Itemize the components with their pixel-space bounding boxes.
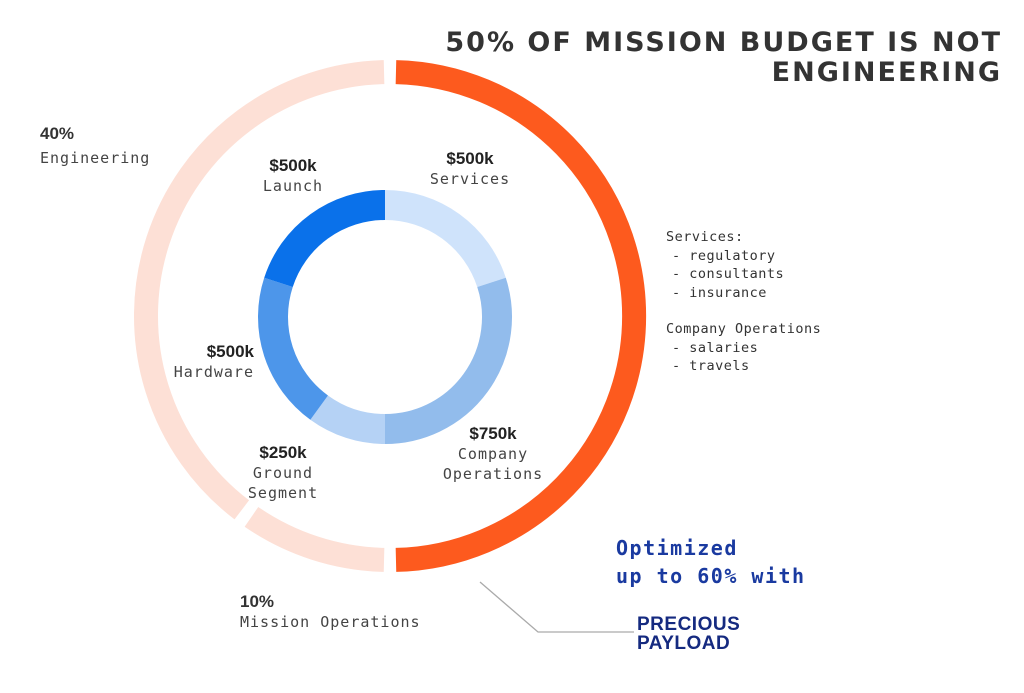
engineering-percent: 40% — [40, 124, 75, 143]
company-note-item: - travels — [672, 358, 750, 374]
services-name: Services — [429, 170, 511, 188]
company-operations-value: $750k — [469, 424, 517, 443]
company-notes-heading: Company Operations — [666, 321, 822, 337]
services-value: $500k — [446, 149, 494, 168]
ground-segment-value: $250k — [259, 443, 307, 462]
ground-segment-label: $250k Ground Segment — [240, 443, 326, 503]
promo-connector-line — [479, 581, 634, 633]
company-operations-label: $750k Company Operations — [438, 424, 548, 484]
promo-line-2: up to 60% with — [616, 564, 806, 588]
launch-label: $500k Launch — [250, 156, 336, 196]
company-note-item: - salaries — [672, 339, 759, 356]
engineering-label: 40% Engineering — [40, 124, 150, 168]
company-operations-name-2: Operations — [442, 465, 544, 483]
hardware-value: $500k — [206, 342, 254, 361]
inner-slice-ground-segment — [310, 395, 386, 444]
launch-value: $500k — [269, 156, 317, 175]
services-label: $500k Services — [428, 149, 512, 189]
hardware-label: $500k Hardware — [160, 342, 254, 382]
promo-text: Optimized up to 60% with — [616, 534, 806, 590]
inner-slice-launch — [264, 190, 386, 288]
services-note-item: - insurance — [672, 284, 767, 301]
outer-slice-engineering — [134, 60, 385, 520]
services-note-item: - consultants — [672, 266, 785, 282]
ground-segment-name-1: Ground — [252, 464, 314, 482]
outer-ring — [134, 60, 647, 572]
mission-operations-name: Mission Operations — [240, 613, 421, 631]
inner-ring — [258, 190, 512, 444]
promo-line-1: Optimized — [616, 536, 738, 560]
services-notes-heading: Services: — [666, 229, 744, 245]
logo-line-1: PRECIOUS — [637, 614, 741, 635]
outer-slice-mission-operations — [244, 506, 385, 572]
launch-name: Launch — [262, 177, 324, 195]
chart-title: 50% OF MISSION BUDGET IS NOT ENGINEERING — [445, 27, 1002, 88]
inner-slice-services — [384, 190, 506, 288]
outer-slice-slice-2 — [395, 60, 647, 572]
cost-notes: Services: - regulatory - consultants - i… — [666, 228, 821, 376]
precious-payload-logo: PRECIOUS PAYLOAD — [637, 615, 740, 653]
engineering-name: Engineering — [40, 149, 151, 167]
inner-slice-hardware — [258, 277, 329, 420]
inner-slice-company-operations — [384, 277, 512, 444]
ground-segment-name-2: Segment — [247, 484, 319, 502]
logo-line-2: PAYLOAD — [637, 633, 731, 654]
mission-operations-label: 10% Mission Operations — [240, 592, 421, 632]
mission-operations-percent: 10% — [240, 592, 275, 611]
company-operations-name-1: Company — [457, 445, 529, 463]
hardware-name: Hardware — [173, 363, 254, 381]
services-note-item: - regulatory — [672, 247, 776, 264]
